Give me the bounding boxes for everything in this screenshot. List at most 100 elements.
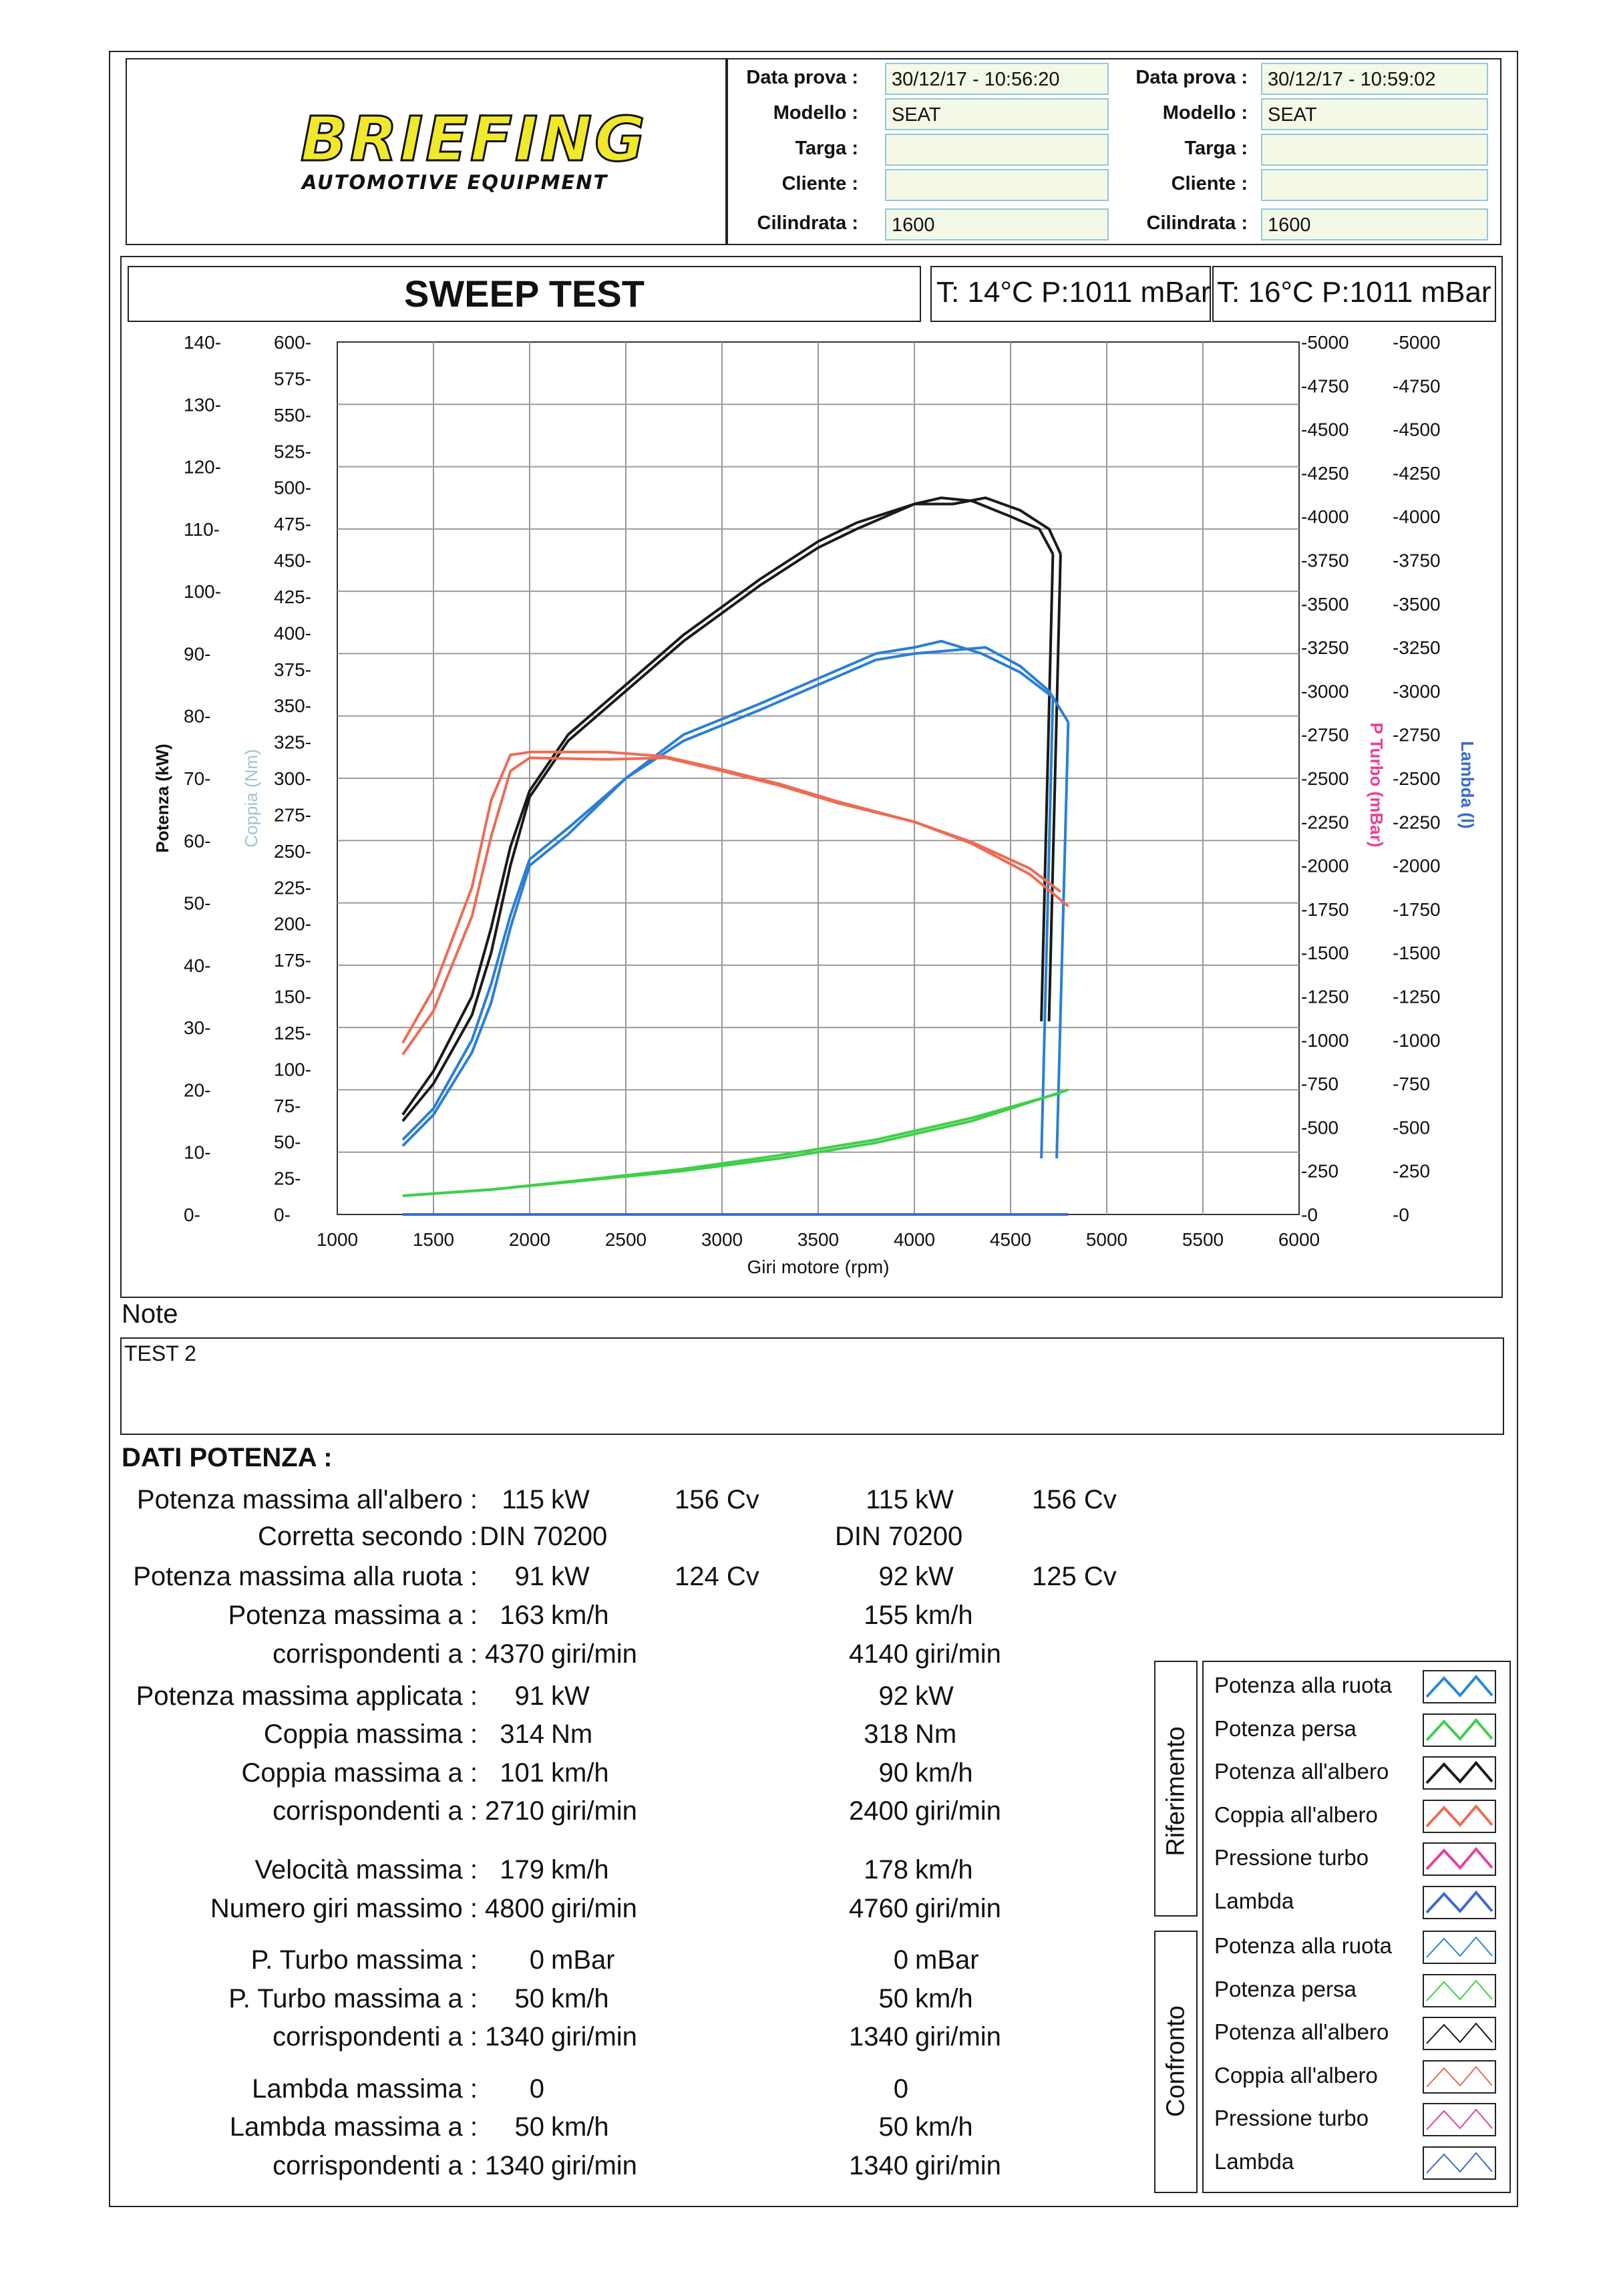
turbo-tick-label: -3250 — [1301, 637, 1349, 658]
series-line-potenza-alla-ruota-test2 — [401, 639, 1054, 1141]
power-tick-label: 50- — [184, 893, 210, 914]
dati-unit-1: km/h — [551, 1855, 609, 1884]
x-tick-label: 4000 — [894, 1229, 935, 1250]
turbo-tick-label: -1250 — [1301, 987, 1349, 1007]
dati-value-2: 0 — [893, 1945, 908, 1975]
torque-tick-label: 0- — [274, 1204, 291, 1225]
cond1-unit: mBar — [1140, 276, 1211, 309]
dati-unit-2: giri/min — [915, 2022, 1001, 2052]
legend-swatch — [1423, 1842, 1496, 1876]
dati-unit-2: km/h — [915, 1984, 973, 2013]
dati-unit-2: giri/min — [915, 2151, 1001, 2180]
note-text: TEST 2 — [124, 1341, 196, 1365]
lambda-tick-label: -1750 — [1393, 899, 1441, 920]
logo-panel — [126, 58, 727, 245]
dati-value-1: 179 — [500, 1855, 544, 1884]
cond2-t: 16°C — [1248, 276, 1314, 309]
turbo-tick-label: -1500 — [1301, 943, 1349, 963]
dati-value-2: 0 — [893, 2074, 908, 2104]
torque-tick-label: 275- — [274, 804, 311, 825]
dati-unit-1: mBar — [551, 1945, 615, 1975]
cond1-t-label: T: — [936, 276, 960, 309]
lambda-tick-label: -250 — [1393, 1161, 1430, 1182]
dati-label: Lambda massima : — [252, 2074, 478, 2104]
power-tick-label: 60- — [184, 830, 210, 851]
legend-label: Potenza alla ruota — [1214, 1933, 1393, 1958]
power-tick-label: 20- — [184, 1080, 210, 1100]
lambda-tick-label: -4500 — [1393, 420, 1441, 440]
page-frame — [109, 51, 1518, 2207]
dati-value-1: 0 — [529, 1945, 544, 1975]
lambda-tick-label: -3250 — [1393, 637, 1441, 658]
dati-value-2: 318 — [864, 1719, 908, 1749]
legend-swatch — [1423, 1713, 1496, 1747]
dati-cv-2: 125 Cv — [1032, 1562, 1117, 1591]
series-drop-potenza-all-albero-test1 — [1047, 554, 1062, 1021]
label-cliente-2: Cliente : — [1171, 173, 1248, 194]
note-box — [120, 1337, 1504, 1435]
x-tick-label: 1500 — [413, 1229, 454, 1250]
legend-swatch — [1423, 1756, 1496, 1790]
lambda-tick-label: -0 — [1393, 1204, 1409, 1225]
dati-unit-1: giri/min — [551, 1796, 637, 1826]
x-tick-label: 3000 — [701, 1229, 743, 1250]
dati-value-1: 1340 — [485, 2151, 544, 2180]
dati-label: corrispondenti a : — [273, 2151, 478, 2180]
legend-label: Potenza persa — [1214, 1715, 1357, 1741]
field-modello-2: SEAT — [1261, 98, 1488, 130]
dati-label: Potenza massima alla ruota : — [133, 1562, 478, 1591]
torque-tick-label: 525- — [274, 441, 311, 462]
dati-label: corrispondenti a : — [273, 2022, 478, 2052]
series-line-potenza-alla-ruota-test1 — [401, 646, 1070, 1147]
label-targa-2: Targa : — [1184, 138, 1248, 159]
conditions-box-1 — [930, 266, 1211, 322]
dati-value-1: 2710 — [485, 1796, 544, 1826]
dati-value-1: 115 — [502, 1485, 544, 1514]
torque-tick-label: 375- — [274, 659, 311, 680]
label-cilindrata-2: Cilindrata : — [1146, 212, 1248, 234]
power-tick-label: 110- — [184, 519, 220, 540]
dati-label: corrispondenti a : — [273, 1796, 478, 1826]
conditions-2: T: 16°C P:1011 mBar — [1217, 266, 1491, 319]
dati-label: Potenza massima a : — [228, 1601, 478, 1630]
lambda-tick-label: -750 — [1393, 1074, 1430, 1094]
torque-tick-label: 225- — [274, 877, 311, 898]
conditions-1: T: 14°C P:1011 mBar — [936, 266, 1211, 319]
series-line-potenza-persa-test2 — [402, 1092, 1061, 1197]
lambda-tick-label: -3750 — [1393, 550, 1441, 571]
torque-tick-label: 25- — [274, 1168, 301, 1189]
dati-unit-2: giri/min — [915, 1894, 1001, 1923]
label-targa-1: Targa : — [795, 138, 858, 159]
turbo-tick-label: -3500 — [1301, 594, 1349, 615]
dati-unit-2: Nm — [915, 1719, 957, 1749]
note-title: Note — [122, 1299, 178, 1329]
turbo-tick-label: -5000 — [1301, 332, 1349, 353]
dyno-chart: 1000 1500 2000 2500 3000 3500 4000 4500 5000 5500… — [152, 332, 1477, 1277]
dati-value-2: 2400 — [849, 1796, 908, 1826]
lambda-tick-label: -3000 — [1393, 681, 1441, 701]
torque-tick-label: 100- — [274, 1059, 311, 1080]
turbo-tick-label: -3750 — [1301, 550, 1349, 571]
dati-label: Velocità massima : — [254, 1855, 478, 1884]
legend-label: Lambda — [1214, 2148, 1294, 2174]
dati-unit-1: giri/min — [551, 1894, 637, 1923]
field-data-2: 30/12/17 - 10:59:02 — [1261, 63, 1488, 95]
dati-unit-2: giri/min — [915, 1796, 1001, 1826]
turbo-tick-label: -4750 — [1301, 375, 1349, 396]
cond2-p-label: P: — [1322, 276, 1350, 309]
dati-label: Lambda massima a : — [229, 2112, 478, 2142]
dati-unit-1: kW — [551, 1681, 590, 1711]
series-drop-potenza-all-albero-test2 — [1040, 554, 1055, 1021]
dati-unit-1: giri/min — [551, 1639, 637, 1669]
torque-tick-label: 475- — [274, 514, 311, 534]
turbo-tick-label: -4000 — [1301, 506, 1349, 527]
dati-value-2: 1340 — [849, 2022, 908, 2052]
dati-label: Coppia massima a : — [241, 1758, 478, 1788]
dati-unit-2: kW — [915, 1562, 954, 1591]
power-tick-label: 30- — [184, 1017, 210, 1038]
turbo-tick-label: -2250 — [1301, 812, 1349, 832]
torque-tick-label: 75- — [274, 1096, 301, 1116]
dati-unit-1: giri/min — [551, 2151, 637, 2180]
cond1-p-label: P: — [1041, 276, 1069, 309]
torque-tick-label: 500- — [274, 478, 311, 498]
